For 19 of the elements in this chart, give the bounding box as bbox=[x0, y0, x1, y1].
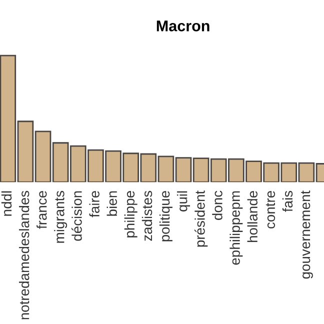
x-tick-label: quil bbox=[177, 191, 190, 212]
x-tick-label: migrants bbox=[54, 190, 68, 243]
x-tick-label: faire bbox=[89, 191, 100, 218]
x-tick-label: hollande bbox=[247, 191, 258, 242]
x-tick-label: bien bbox=[106, 191, 117, 216]
x-tick-label: fais bbox=[282, 190, 293, 212]
x-tick-label: zadistes bbox=[142, 190, 152, 241]
x-tick-label: notredamedeslandes bbox=[18, 190, 30, 320]
x-tick-label: contre bbox=[266, 191, 276, 228]
x-tick-label: philippe bbox=[124, 191, 138, 238]
x-tick-label: nddl bbox=[1, 191, 12, 216]
chart-title: Macron bbox=[156, 20, 210, 32]
x-tick-label: france bbox=[36, 191, 47, 229]
x-tick-label: gouvernement bbox=[301, 190, 313, 279]
x-tick-label: président bbox=[194, 190, 208, 247]
x-tick-label: donc bbox=[212, 190, 222, 220]
x-tick-label: ephilippepm bbox=[230, 191, 243, 265]
x-tick-label: politique bbox=[159, 191, 172, 242]
x-tick-label: décision bbox=[72, 191, 82, 241]
